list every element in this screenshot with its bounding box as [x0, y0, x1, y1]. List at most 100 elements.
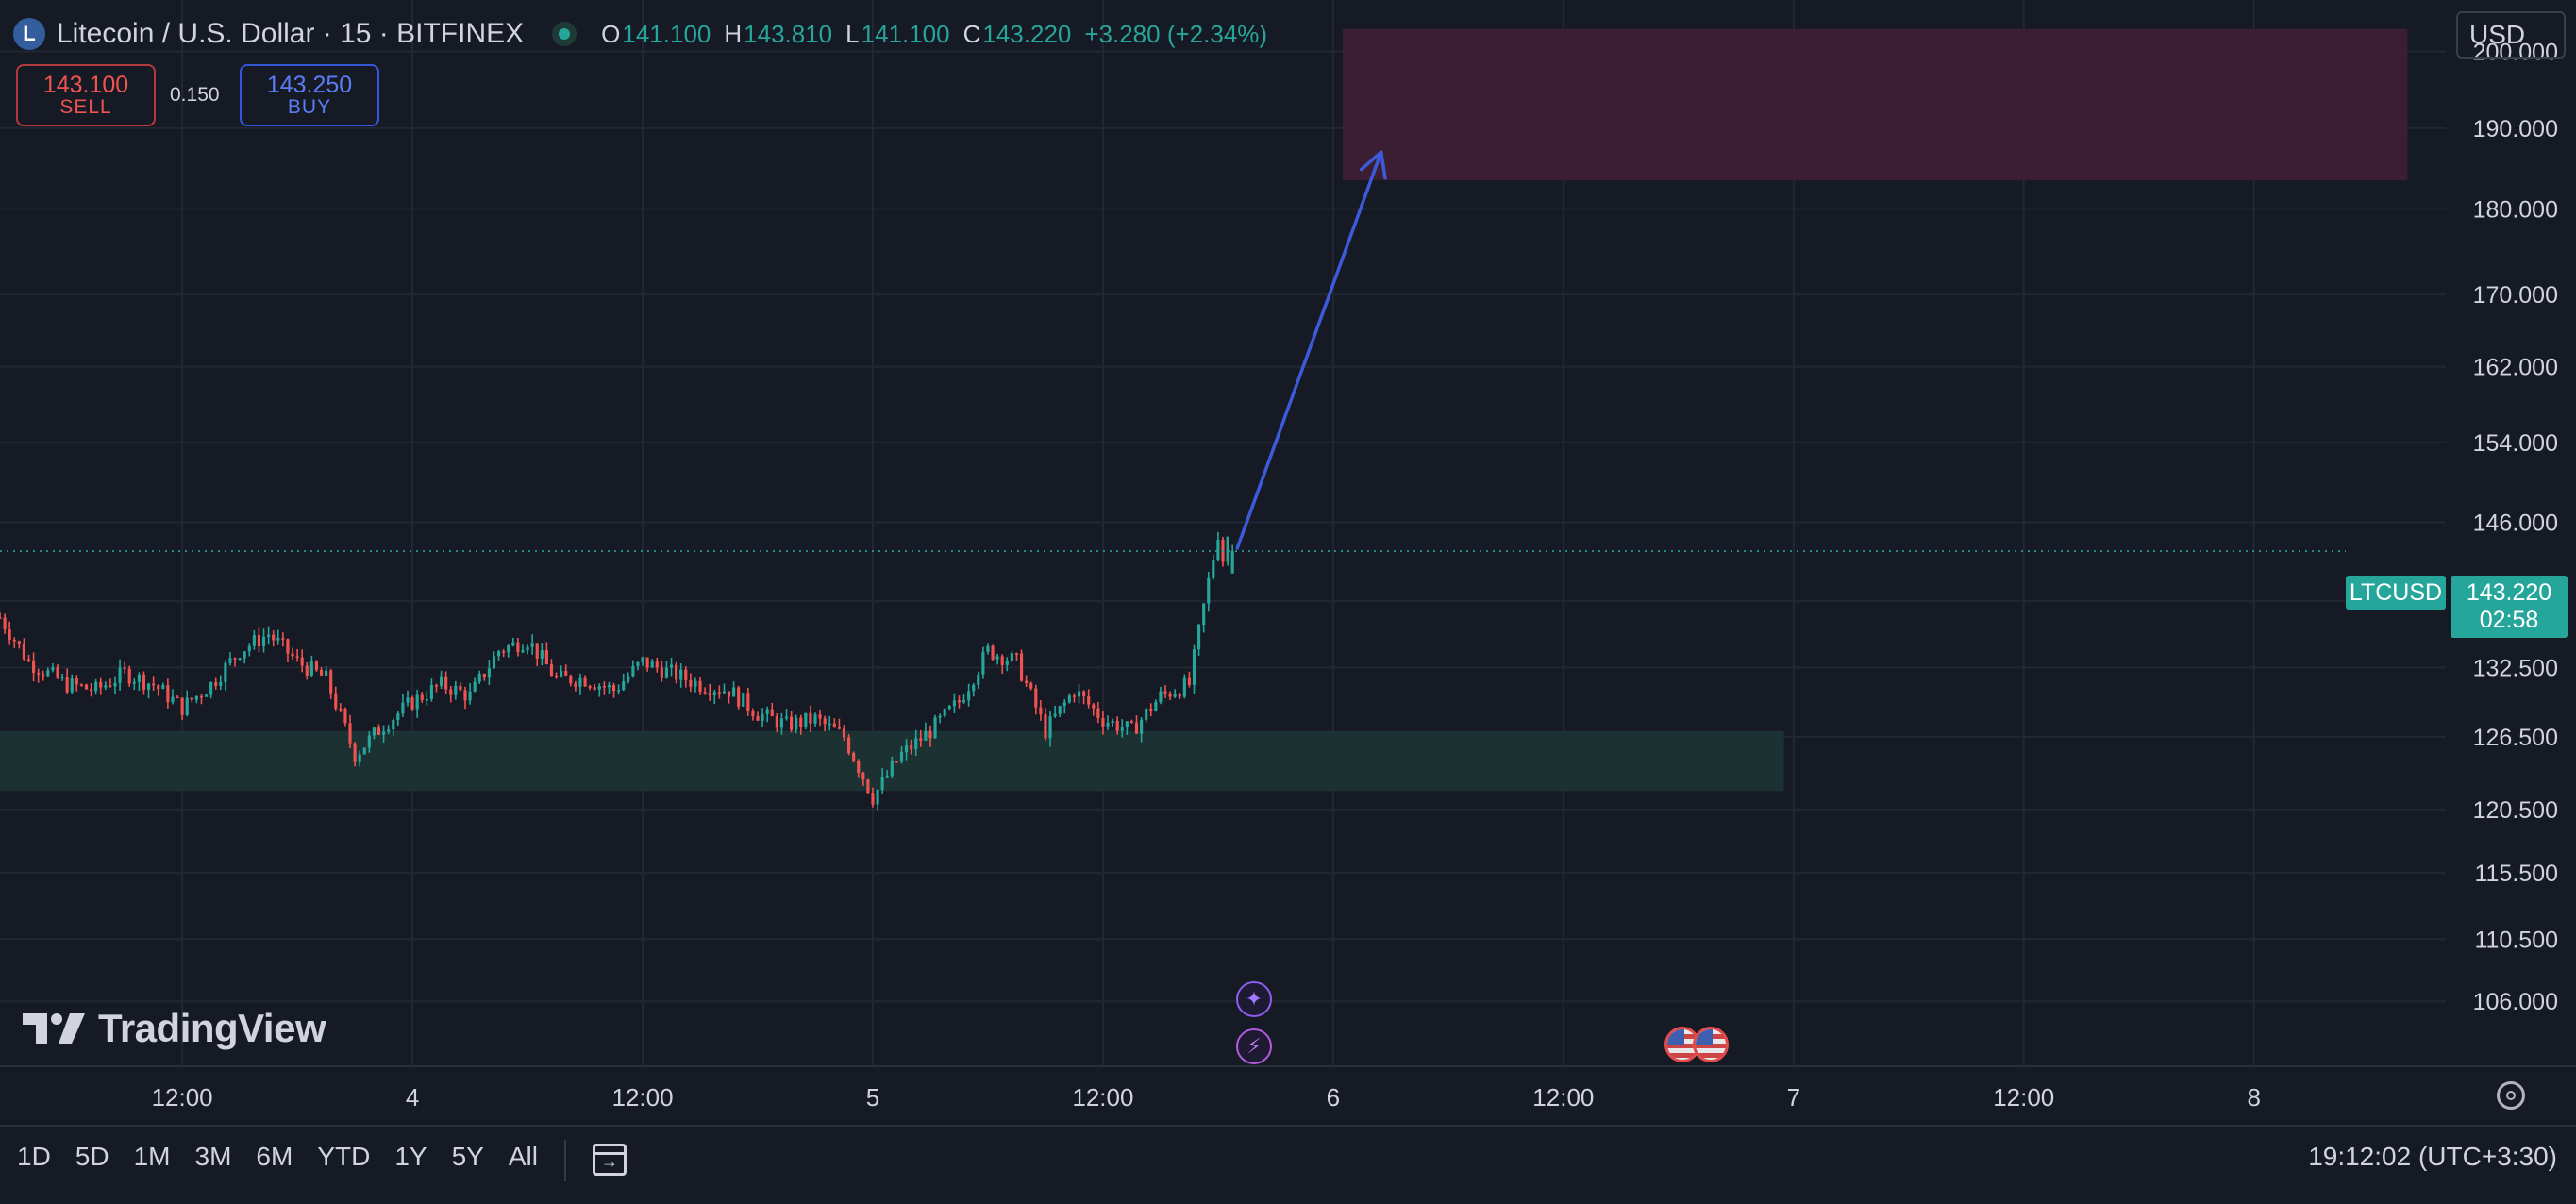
ohlc-change: +3.280 (+2.34%) — [1084, 19, 1268, 48]
candle-body — [194, 695, 198, 700]
calendar-icon[interactable] — [593, 1144, 627, 1176]
candle-body — [429, 685, 433, 700]
candle-body — [962, 700, 966, 703]
candle-body — [1197, 625, 1201, 650]
candle-body — [679, 669, 683, 680]
range-1m-button[interactable]: 1M — [133, 1142, 171, 1171]
symbol-header[interactable]: L Litecoin / U.S. Dollar · 15 · BITFINEX… — [13, 13, 1267, 55]
candle-body — [1058, 706, 1062, 714]
candle-body — [440, 676, 443, 686]
candle-body — [914, 738, 918, 750]
candle-body — [0, 617, 2, 619]
candle-body — [947, 706, 951, 710]
y-tick-label: 190.000 — [2473, 116, 2558, 142]
candle-body — [305, 665, 309, 676]
candle-body — [1115, 720, 1119, 731]
gear-icon[interactable] — [2497, 1081, 2525, 1110]
candle-body — [675, 664, 678, 680]
range-1y-button[interactable]: 1Y — [394, 1142, 427, 1171]
candle-body — [1125, 721, 1129, 728]
candle-body — [636, 662, 640, 667]
chart-grid — [0, 0, 2576, 1067]
candle-body — [1149, 709, 1153, 711]
sell-button[interactable]: 143.100 SELL — [16, 64, 156, 126]
x-tick-label: 8 — [2247, 1083, 2260, 1112]
range-5d-button[interactable]: 5D — [75, 1142, 109, 1171]
last-price-badge: 143.220 02:58 — [2451, 576, 2568, 638]
candle-body — [392, 720, 395, 730]
range-3m-button[interactable]: 3M — [194, 1142, 232, 1171]
candle-body — [655, 661, 659, 668]
candle-body — [113, 682, 117, 687]
zones[interactable] — [0, 28, 2408, 792]
bolt-icon[interactable]: ⚡ — [1236, 1028, 1272, 1064]
candle-body — [1000, 656, 1004, 665]
spread-value: 0.150 — [170, 84, 220, 106]
candle-body — [300, 657, 304, 666]
last-price-symbol: LTCUSD — [2346, 576, 2446, 610]
candle-body — [607, 685, 611, 688]
candle-body — [166, 685, 170, 703]
y-tick-label: 146.000 — [2473, 510, 2558, 537]
candle-body — [933, 717, 937, 739]
tradingview-logo[interactable]: TradingView — [23, 1006, 326, 1051]
candle-body — [468, 691, 472, 701]
candle-body — [880, 777, 884, 791]
price-chart[interactable]: 200.000 190.000 180.000 170.000 162.000 154.0… — [0, 0, 2576, 1125]
buy-button[interactable]: 143.250 BUY — [240, 64, 379, 126]
currency-selector[interactable]: USD — [2456, 11, 2566, 59]
us-flag-icon[interactable] — [1693, 1027, 1729, 1062]
candle-body — [1230, 551, 1234, 574]
candle-body — [425, 699, 428, 701]
candle-body — [526, 646, 529, 651]
candle-body — [871, 793, 875, 805]
y-tick-label: 115.500 — [2474, 861, 2558, 887]
candle-body — [866, 779, 870, 794]
candle-body — [1082, 691, 1086, 697]
candle-body — [981, 651, 985, 675]
candle-body — [123, 667, 126, 670]
range-6m-button[interactable]: 6M — [256, 1142, 293, 1171]
candle-body — [295, 656, 299, 658]
candle-body — [228, 658, 232, 663]
y-tick-label: 154.000 — [2473, 430, 2558, 457]
candle-body — [1019, 653, 1024, 681]
candle-body — [79, 684, 83, 687]
candle-body — [247, 645, 251, 652]
time-axis[interactable]: 12:00 4 12:00 5 12:00 6 12:00 7 12:00 8 — [152, 1083, 2261, 1112]
range-1d-button[interactable]: 1D — [17, 1142, 51, 1171]
symbol-title[interactable]: Litecoin / U.S. Dollar · 15 · BITFINEX — [57, 18, 525, 49]
candle-body — [593, 687, 596, 690]
candle-body — [1202, 603, 1206, 626]
candle-body — [420, 694, 424, 700]
candle-body — [516, 642, 520, 653]
candle-body — [1096, 708, 1100, 718]
candle-body — [928, 730, 932, 739]
sparkle-icon[interactable]: ✦ — [1236, 981, 1272, 1017]
candle-body — [261, 636, 266, 647]
candle-body — [75, 678, 78, 685]
clock-timezone[interactable]: 19:12:02 (UTC+3:30) — [2308, 1142, 2557, 1171]
candle-body — [243, 651, 246, 659]
price-axis[interactable]: 200.000 190.000 180.000 170.000 162.000 154.0… — [2473, 40, 2558, 1016]
candle-body — [991, 645, 995, 660]
candle-body — [142, 674, 146, 690]
range-5y-button[interactable]: 5Y — [451, 1142, 484, 1171]
candle-body — [1010, 653, 1013, 661]
range-all-button[interactable]: All — [508, 1142, 538, 1171]
market-status-icon[interactable] — [552, 22, 577, 46]
candle-body — [109, 685, 112, 687]
candle-body — [544, 650, 548, 665]
candle-body — [995, 656, 999, 660]
candle-body — [952, 700, 956, 707]
candle-body — [521, 650, 525, 653]
candle-body — [885, 776, 889, 778]
range-ytd-button[interactable]: YTD — [317, 1142, 371, 1171]
candle-body — [1212, 560, 1215, 578]
candle-body — [627, 676, 630, 682]
trend-arrow[interactable] — [1235, 150, 1387, 550]
candle-body — [560, 670, 563, 677]
x-tick-label: 12:00 — [1532, 1083, 1594, 1112]
candle-body — [1129, 721, 1134, 723]
y-tick-label: 106.000 — [2473, 989, 2558, 1015]
